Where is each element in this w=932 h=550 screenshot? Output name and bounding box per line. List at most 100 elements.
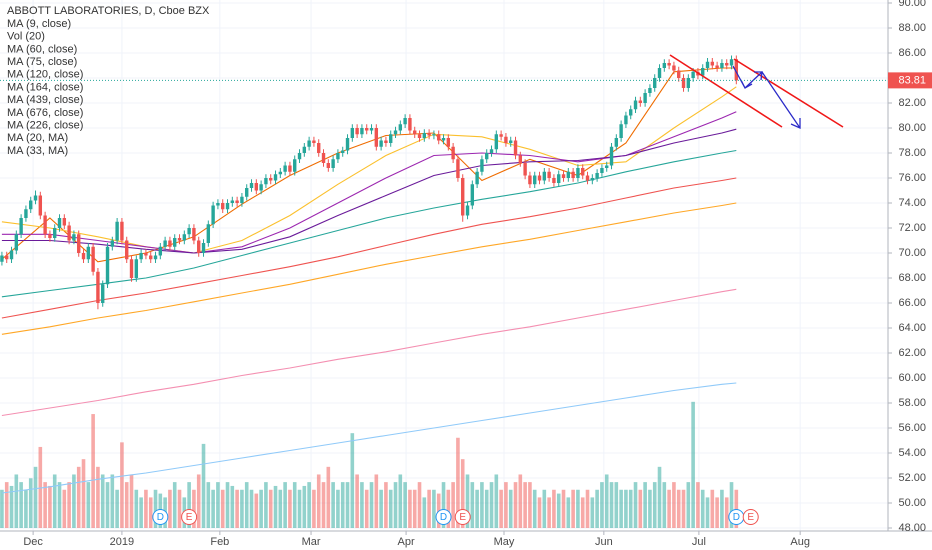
volume-bar — [638, 489, 643, 528]
volume-bar — [537, 497, 542, 528]
volume-bar — [336, 489, 340, 528]
candle-body — [614, 138, 619, 147]
candle-body — [379, 140, 383, 147]
candle-body — [0, 255, 4, 262]
candle-body — [105, 246, 110, 285]
volume-bar — [547, 497, 551, 528]
x-tick-label: Apr — [398, 536, 415, 548]
y-tick-label: 54.00 — [898, 447, 926, 459]
volume-bar — [374, 474, 379, 528]
y-tick-label: 90.00 — [898, 0, 926, 9]
volume-bar — [619, 489, 623, 528]
moving-average-line — [1, 67, 737, 263]
candle-body — [206, 224, 211, 243]
candle-body — [417, 134, 422, 138]
candle-body — [86, 246, 91, 260]
volume-bar — [667, 489, 671, 528]
candle-body — [504, 136, 508, 143]
y-tick-label: 82.00 — [898, 97, 926, 109]
volume-bar — [460, 459, 465, 528]
volume-bar — [542, 489, 547, 528]
event-label: E — [747, 512, 754, 523]
moving-average-line — [1, 128, 737, 254]
volume-bar — [177, 489, 182, 528]
volume-bar — [652, 482, 657, 528]
candle-body — [101, 284, 105, 303]
volume-bar — [571, 489, 575, 528]
candle-body — [341, 150, 345, 153]
candle-body — [77, 234, 81, 253]
volume-bar — [33, 466, 38, 528]
volume-bar — [0, 489, 4, 528]
candle-body — [624, 115, 628, 125]
candle-body — [605, 165, 609, 168]
candle-body — [211, 205, 215, 225]
chart-title: ABBOTT LABORATORIES, D, Cboe BZX — [7, 5, 210, 17]
volume-bar — [105, 482, 110, 528]
candle-body — [321, 153, 326, 163]
candle-body — [691, 71, 695, 78]
volume-bar — [148, 497, 153, 528]
moving-average-line — [1, 86, 737, 254]
candle-body — [653, 78, 657, 88]
volume-bar — [556, 493, 561, 528]
candle-body — [729, 59, 734, 66]
candle-body — [643, 93, 647, 103]
volume-bar — [52, 474, 57, 528]
volume-bar — [124, 482, 129, 528]
volume-bar — [489, 482, 494, 528]
candle-body — [331, 159, 335, 168]
event-label: D — [157, 512, 164, 523]
volume-bar — [523, 482, 527, 528]
candle-body — [547, 171, 551, 178]
volume-bar — [393, 482, 398, 528]
candle-body — [446, 138, 451, 147]
y-tick-label: 72.00 — [898, 222, 926, 234]
volume-bar — [211, 489, 215, 528]
candle-body — [600, 168, 604, 173]
candle-body — [197, 240, 201, 253]
candle-body — [662, 63, 667, 68]
candle-body — [710, 61, 715, 66]
volume-bar — [676, 489, 681, 528]
candle-body — [451, 146, 455, 160]
volume-bar — [585, 489, 590, 528]
candle-body — [312, 140, 316, 143]
volume-bar — [624, 489, 628, 528]
y-tick-label: 68.00 — [898, 272, 926, 284]
volume-bar — [720, 489, 724, 528]
candle-body — [264, 178, 268, 185]
volume-bar — [456, 437, 460, 528]
legend-entry: MA (9, close) — [7, 18, 71, 30]
volume-bar — [57, 482, 62, 528]
legend-entry: MA (20, MA) — [7, 132, 68, 144]
candle-body — [513, 140, 518, 156]
volume-bar — [686, 482, 691, 528]
y-tick-label: 76.00 — [898, 172, 926, 184]
volume-bar — [278, 489, 283, 528]
candle-body — [293, 159, 297, 172]
candle-body — [115, 221, 119, 241]
volume-bar — [144, 489, 148, 528]
candle-body — [67, 225, 71, 241]
volume-bar — [609, 482, 614, 528]
candle-body — [725, 63, 729, 66]
candle-body — [350, 128, 355, 138]
candle-body — [43, 215, 47, 235]
volume-bar — [120, 442, 124, 528]
candle-body — [561, 174, 566, 178]
volume-bar — [172, 482, 177, 528]
candle-body — [53, 228, 57, 238]
volume-bar — [412, 489, 417, 528]
candle-body — [590, 178, 595, 181]
volume-bar — [283, 482, 287, 528]
candle-body — [187, 228, 191, 235]
volume-bar — [705, 497, 710, 528]
candle-body — [177, 238, 182, 241]
y-tick-label: 52.00 — [898, 472, 926, 484]
legend: ABBOTT LABORATORIES, D, Cboe BZX MA (9, … — [7, 5, 210, 157]
volume-bar — [604, 474, 609, 528]
moving-averages — [1, 67, 737, 494]
candle-body — [365, 128, 369, 131]
